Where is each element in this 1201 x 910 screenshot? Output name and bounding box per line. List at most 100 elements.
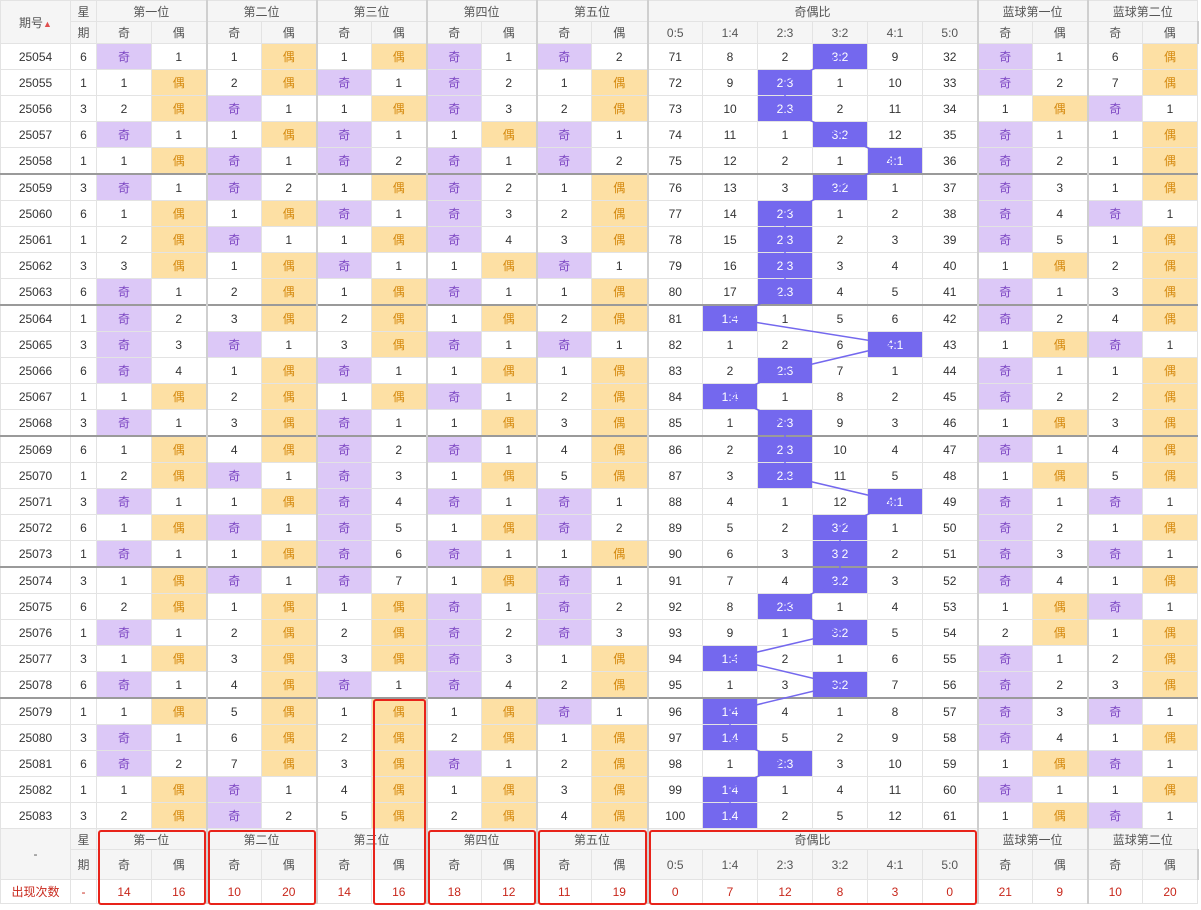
ratio-cell: 4 [812,278,868,306]
digit-cell: 偶 [481,776,538,803]
weekday-cell: 3 [70,488,97,515]
weekday-cell: 3 [70,95,97,122]
ratio-cell: 1:4 [702,724,758,751]
ratio-cell: 4 [757,697,813,725]
ratio-cell: 56 [922,671,979,699]
blue-cell: 奇 [1087,488,1143,515]
sort-arrow-icon[interactable]: ▲ [43,18,52,29]
blue-cell: 5 [1032,226,1089,253]
count-cell: 0 [647,879,703,904]
digit-cell: 奇 [316,671,372,699]
blue-cell: 1 [1087,357,1143,384]
digit-cell: 偶 [481,357,538,384]
blue-cell: 1 [1032,278,1089,306]
digit-cell: 1 [371,200,428,227]
digit-cell: 偶 [371,776,428,803]
digit-cell: 1 [536,540,592,568]
table-row: 25080 3 奇 1 6 偶 2 偶 2 偶 1 偶 97 1:4 5 2 9 58 奇 4 1 偶 [0,724,1198,751]
footer-pos4-even-header: 偶 [481,849,538,880]
digit-cell: 2 [316,724,372,751]
count-cell: 10 [1087,879,1143,904]
ratio-cell: 1 [702,409,758,437]
pos3-odd-header: 奇 [316,21,372,44]
weekday-header-bottom: 期 [70,21,97,44]
blue-cell: 奇 [977,304,1033,332]
digit-cell: 偶 [261,357,318,384]
digit-cell: 4 [371,488,428,515]
ratio-cell: 81 [647,304,703,332]
digit-cell: 奇 [206,802,262,829]
ratio-cell: 5 [867,619,923,646]
ratio-cell: 79 [647,252,703,279]
ratio-cell: 8 [812,383,868,410]
table-row: 25072 6 1 偶奇 1 奇 5 1 偶奇 2 89 5 2 3:2 1 50 奇 2 1 偶 [0,514,1198,541]
digit-cell: 2 [206,278,262,306]
ratio-cell: 74 [647,121,703,148]
blue-cell: 偶 [1032,619,1089,646]
count-cell: 16 [371,879,428,904]
ratio-cell: 82 [647,331,703,358]
digit-cell: 2 [536,383,592,410]
digit-cell: 1 [426,121,482,148]
digit-cell: 1 [591,566,649,594]
ratio-cell: 4:1 [867,147,923,175]
blue-cell: 奇 [977,69,1033,96]
digit-cell: 偶 [591,802,649,829]
ratio-cell: 3:2 [812,121,868,148]
issue-cell: 25067 [0,383,71,410]
digit-cell: 2 [206,69,262,96]
digit-cell: 偶 [261,252,318,279]
digit-cell: 1 [316,593,372,620]
digit-cell: 2 [591,514,649,541]
blue-cell: 偶 [1032,331,1089,358]
digit-cell: 偶 [371,278,428,306]
digit-cell: 偶 [481,462,538,489]
digit-cell: 奇 [316,69,372,96]
digit-cell: 2 [206,619,262,646]
digit-cell: 1 [206,121,262,148]
blue-cell: 偶 [1032,462,1089,489]
digit-cell: 偶 [261,304,318,332]
digit-cell: 1 [261,147,318,175]
table-row: 25057 6 奇 1 1 偶奇 1 1 偶奇 1 74 11 1 3:2 12 35 奇 1 1 偶 [0,121,1198,148]
ratio-cell: 59 [922,750,979,777]
digit-cell: 偶 [151,697,208,725]
digit-cell: 1 [481,43,538,70]
digit-cell: 偶 [371,43,428,70]
weekday-cell: 1 [70,147,97,175]
digit-cell: 2 [151,750,208,777]
blue-cell: 1 [1142,488,1198,515]
ratio-cell: 89 [647,514,703,541]
issue-header[interactable]: 期号▲ [0,0,71,44]
blue-cell: 奇 [977,566,1033,594]
ratio-cell: 41 [922,278,979,306]
table-row: 25061 1 2 偶奇 1 1 偶奇 4 3 偶 78 15 2:3 2 3 39 奇 5 1 偶 [0,226,1198,253]
blue-cell: 7 [1087,69,1143,96]
digit-cell: 偶 [371,619,428,646]
digit-cell: 1 [151,173,208,201]
digit-cell: 2 [591,43,649,70]
weekday-cell: 3 [70,724,97,751]
digit-cell: 奇 [536,514,592,541]
ratio-cell: 5 [867,462,923,489]
blue-cell: 3 [1032,697,1089,725]
digit-cell: 奇 [536,331,592,358]
digit-cell: 奇 [426,173,482,201]
digit-cell: 1 [151,619,208,646]
digit-cell: 1 [591,121,649,148]
blue-cell: 1 [977,95,1033,122]
count-cell: 20 [261,879,318,904]
ratio-cell: 10 [867,750,923,777]
digit-cell: 奇 [206,514,262,541]
ratio-cell: 10 [867,69,923,96]
footer-pos5-even-header: 偶 [591,849,649,880]
digit-cell: 3 [316,750,372,777]
ratio-cell: 1 [757,121,813,148]
ratio-cell: 72 [647,69,703,96]
ratio-cell: 1 [812,645,868,672]
digit-cell: 3 [206,409,262,437]
weekday-cell: 1 [70,776,97,803]
ratio-cell: 1 [812,593,868,620]
ratio-cell: 39 [922,226,979,253]
